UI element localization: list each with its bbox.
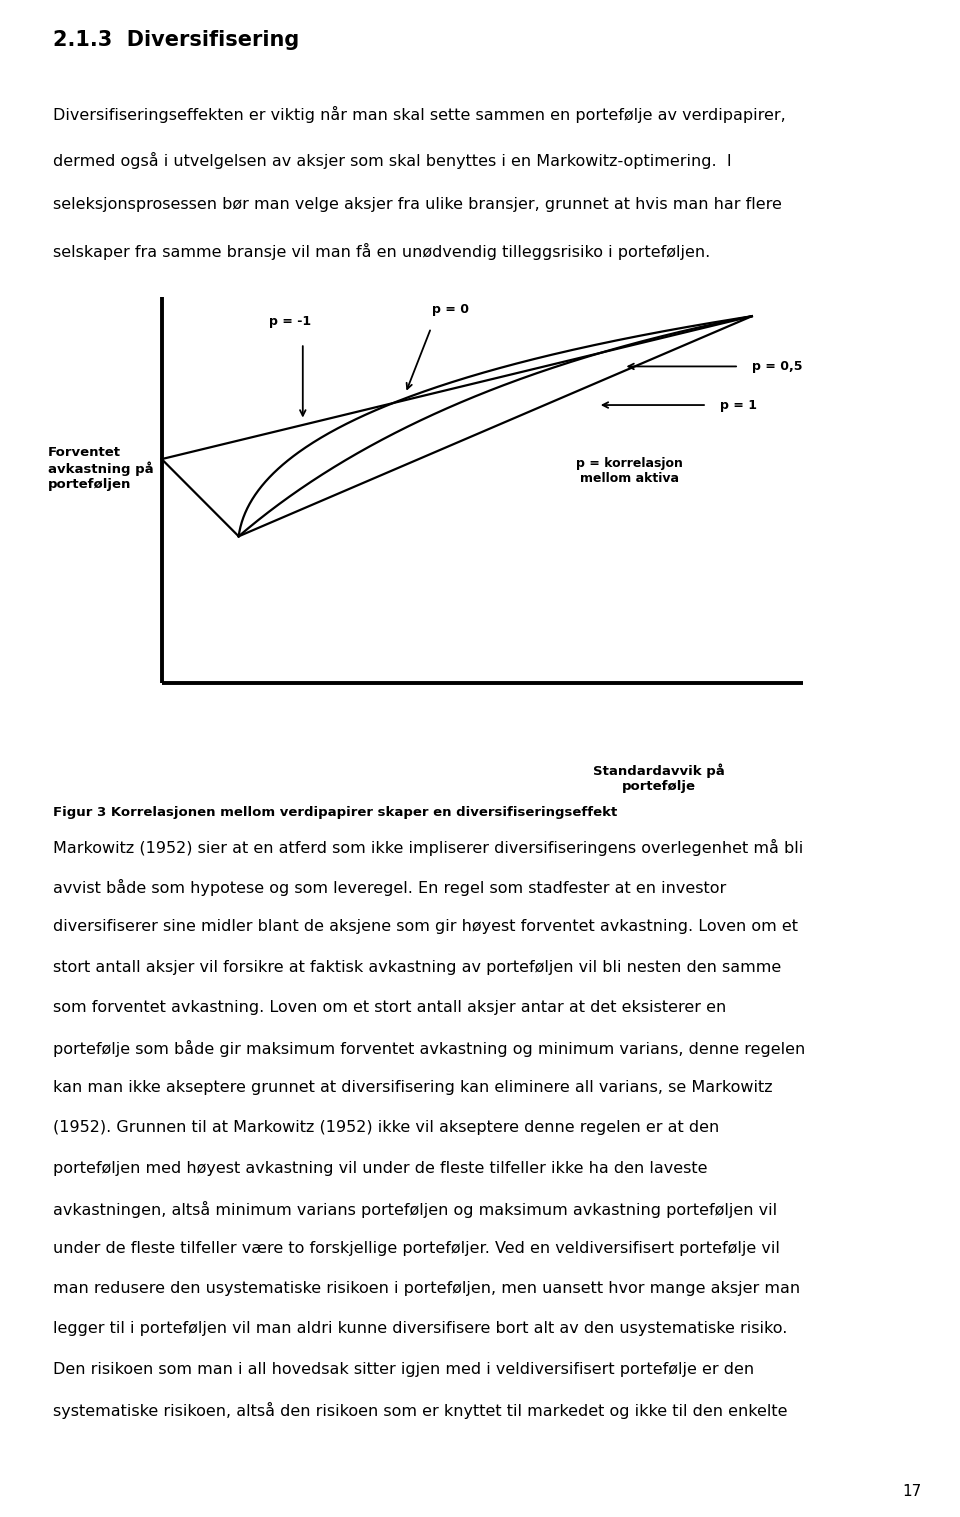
Text: man redusere den usystematiske risikoen i porteføljen, men uansett hvor mange ak: man redusere den usystematiske risikoen … — [53, 1280, 800, 1296]
Text: Den risikoen som man i all hovedsak sitter igjen med i veldiversifisert porteføl: Den risikoen som man i all hovedsak sitt… — [53, 1362, 754, 1376]
Text: som forventet avkastning. Loven om et stort antall aksjer antar at det eksistere: som forventet avkastning. Loven om et st… — [53, 1000, 726, 1015]
Text: avvist både som hypotese og som leveregel. En regel som stadfester at en investo: avvist både som hypotese og som leverege… — [53, 880, 726, 897]
Text: (1952). Grunnen til at Markowitz (1952) ikke vil akseptere denne regelen er at d: (1952). Grunnen til at Markowitz (1952) … — [53, 1121, 719, 1135]
Text: porteføljen med høyest avkastning vil under de fleste tilfeller ikke ha den lave: porteføljen med høyest avkastning vil un… — [53, 1161, 708, 1176]
Text: Diversifiseringseffekten er viktig når man skal sette sammen en portefølje av ve: Diversifiseringseffekten er viktig når m… — [53, 106, 785, 123]
Text: 2.1.3  Diversifisering: 2.1.3 Diversifisering — [53, 30, 300, 50]
Text: Standardavvik på
portefølje: Standardavvik på portefølje — [593, 763, 725, 792]
Text: dermed også i utvelgelsen av aksjer som skal benyttes i en Markowitz-optimering.: dermed også i utvelgelsen av aksjer som … — [53, 152, 732, 168]
Text: stort antall aksjer vil forsikre at faktisk avkastning av porteføljen vil bli ne: stort antall aksjer vil forsikre at fakt… — [53, 960, 781, 974]
Text: Markowitz (1952) sier at en atferd som ikke impliserer diversifiseringens overle: Markowitz (1952) sier at en atferd som i… — [53, 839, 804, 856]
Text: diversifiserer sine midler blant de aksjene som gir høyest forventet avkastning.: diversifiserer sine midler blant de aksj… — [53, 919, 798, 934]
Text: avkastningen, altså minimum varians porteføljen og maksimum avkastning portefølj: avkastningen, altså minimum varians port… — [53, 1201, 777, 1218]
Text: kan man ikke akseptere grunnet at diversifisering kan eliminere all varians, se : kan man ikke akseptere grunnet at divers… — [53, 1080, 773, 1095]
Text: selskaper fra samme bransje vil man få en unødvendig tilleggsrisiko i portefølje: selskaper fra samme bransje vil man få e… — [53, 243, 710, 259]
Text: Figur 3 Korrelasjonen mellom verdipapirer skaper en diversifiseringseffekt: Figur 3 Korrelasjonen mellom verdipapire… — [53, 806, 617, 819]
Text: seleksjonsprosessen bør man velge aksjer fra ulike bransjer, grunnet at hvis man: seleksjonsprosessen bør man velge aksjer… — [53, 197, 781, 212]
Text: portefølje som både gir maksimum forventet avkastning og minimum varians, denne : portefølje som både gir maksimum forvent… — [53, 1041, 805, 1057]
Text: p = -1: p = -1 — [269, 316, 311, 328]
Text: p = korrelasjon
mellom aktiva: p = korrelasjon mellom aktiva — [577, 457, 684, 485]
Text: 17: 17 — [902, 1484, 922, 1499]
Text: p = 1: p = 1 — [720, 399, 756, 411]
Text: systematiske risikoen, altså den risikoen som er knyttet til markedet og ikke ti: systematiske risikoen, altså den risikoe… — [53, 1402, 787, 1418]
Text: legger til i porteføljen vil man aldri kunne diversifisere bort alt av den usyst: legger til i porteføljen vil man aldri k… — [53, 1321, 787, 1336]
Text: p = 0: p = 0 — [432, 303, 468, 316]
Text: under de fleste tilfeller være to forskjellige porteføljer. Ved en veldiversifis: under de fleste tilfeller være to forskj… — [53, 1241, 780, 1256]
Text: p = 0,5: p = 0,5 — [752, 360, 803, 373]
Text: Forventet
avkastning på
porteføljen: Forventet avkastning på porteføljen — [48, 446, 154, 492]
